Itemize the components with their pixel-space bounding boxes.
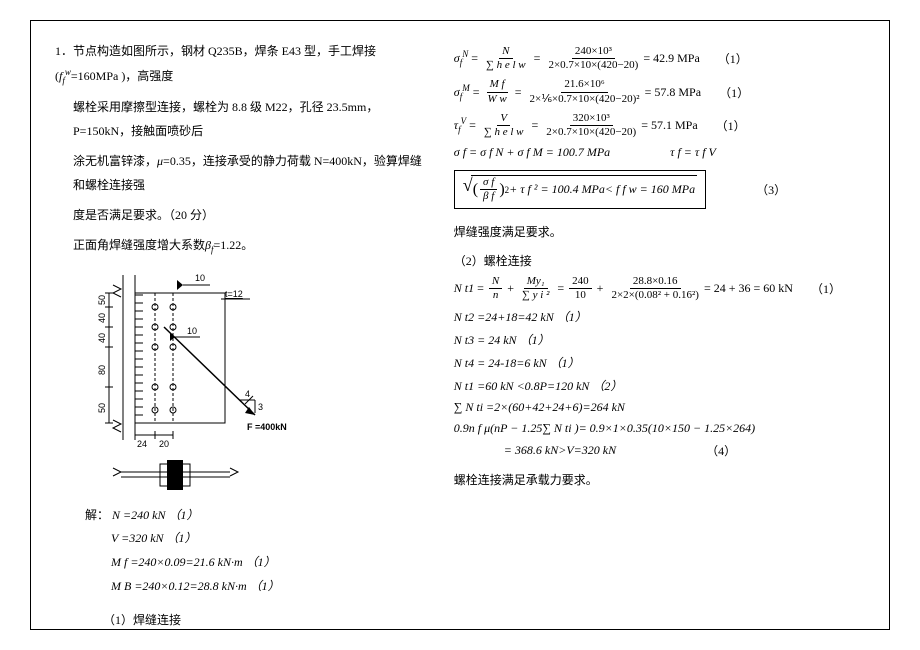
e3-rn: 320×10³ [570,112,613,126]
e2-mn: M f [487,78,508,92]
e7dn: 28.8×0.16 [630,275,681,289]
e3-val: = 57.1 [641,118,672,133]
e3-u: MPa [675,118,698,133]
dim-50-1: 50 [97,295,107,305]
e1-rd: 2×0.7×10×(420−20) [545,59,641,72]
e7dd: 2×2×(0.08² + 0.16²) [608,289,702,302]
eq12: ∑ N ti =2×(60+42+24+6)=264 kN [454,400,865,415]
dim-24: 24 [137,439,147,449]
dim-t12: t=12 [225,289,243,299]
eq1: σfN = N∑ h e l w = 240×10³2×0.7×10×(420−… [454,45,865,72]
dim-80: 80 [97,365,107,375]
eq5: ( σ fβ f )2 + τ f ² = 100.4 MPa< f f w =… [454,170,865,208]
e4b: τ f = τ f V [670,145,716,160]
p3a: 涂无机富锌漆， [73,154,157,168]
e1-md: ∑ h e l w [483,59,529,72]
eq10: N t4 = 24-18=6 kN （1） [454,354,865,371]
e7-lhs: N t1 [454,281,474,296]
dim-10-mid: 10 [187,326,197,336]
eq4: σ f = σ f N + σ f M = 100.7 MPa τ f = τ … [454,145,865,160]
p-line4: 度是否满足要求。（20 分） [55,203,434,227]
e7an: N [489,275,502,289]
e1-tag: （1） [718,50,748,67]
eq3: τfV = V∑ h e l w = 320×10³2×0.7×10×(420−… [454,112,865,139]
eq11: N t1 =60 kN <0.8P=120 kN （2） [454,377,865,394]
e3-tag: （1） [716,117,746,134]
eq7: N t1 = Nn + My₁∑ y i ² = 24010 + 28.8×0.… [454,275,865,302]
left-column: 1．节点构造如图所示，钢材 Q235B，焊条 E43 型，手工焊接(ffw=16… [55,39,444,619]
eq13-tag: （4） [706,442,736,459]
dim-10-top: 10 [195,273,205,283]
e1-u: MPa [677,51,700,66]
eq2: σfM = M fW w = 21.6×10⁶2×⅙×0.7×10×(420−2… [454,78,865,105]
dim-20: 20 [159,439,169,449]
sec2-label: （2）螺栓连接 [454,252,865,269]
e5n: σ f [480,176,497,190]
solve-label: 解： N =240 kN （1） [85,505,434,527]
beta-b: =1.22。 [214,238,254,252]
e2-val: = 57.8 [645,85,676,100]
p-line3: 涂无机富锌漆，μ=0.35，连接承受的静力荷载 N=400kN，验算焊缝和螺栓连… [55,149,434,197]
force-label: F =400kN [247,422,287,432]
dim-40-2: 40 [97,333,107,343]
page-border: 1．节点构造如图所示，钢材 Q235B，焊条 E43 型，手工焊接(ffw=16… [30,20,890,630]
bolt-ok: 螺栓连接满足承载力要求。 [454,471,865,488]
e1-rn: 240×10³ [572,45,615,59]
angle-3: 3 [258,402,263,412]
e7bd: ∑ y i ² [519,289,552,302]
e1-val: = 42.9 [643,51,674,66]
e7-tag: （1） [811,280,841,297]
e7-val: = 24 + 36 = 60 kN [704,281,793,296]
p-line2: 螺栓采用摩擦型连接，螺栓为 8.8 级 M22，孔径 23.5mm，P=150k… [55,95,434,143]
e3-md: ∑ h e l w [481,126,527,139]
e2-u: MPa [678,85,701,100]
dim-40-1: 40 [97,313,107,323]
e4a: σ f = σ f N + σ f M = 100.7 MPa [454,145,610,160]
e5d: β f [480,190,497,203]
e7ad: n [490,289,502,302]
e1-mn: N [499,45,512,59]
beta-a: 正面角焊缝强度增大系数 [73,238,205,252]
e3-mn: V [497,112,510,126]
e7bn: My₁ [524,275,548,289]
MB-line: M B =240×0.12=28.8 kN·m （1） [111,576,434,598]
e2-md: W w [485,93,510,106]
angle-4: 4 [245,389,250,399]
e7cd: 10 [572,289,589,302]
right-column: σfN = N∑ h e l w = 240×10³2×0.7×10×(420−… [444,39,865,619]
V-line: V =320 kN （1） [111,528,434,550]
e3-rd: 2×0.7×10×(420−20) [543,126,639,139]
solve: 解： [85,508,109,522]
e7cn: 240 [569,275,592,289]
sec1-label: （1）焊缝连接 [103,611,434,628]
N-line: N =240 kN （1） [112,508,198,522]
e5-tag: （3） [756,181,786,198]
e2-tag: （1） [719,84,749,101]
e2-rn: 21.6×10⁶ [561,78,607,92]
p-line1b: =160MPa )，高强度 [71,69,173,83]
e5r: + τ f ² = 100.4 MPa< f f w = 160 MPa [509,182,695,197]
eq9: N t3 = 24 kN （1） [454,331,865,348]
weld-ok: 焊缝强度满足要求。 [454,223,865,240]
diagram: 10 t=12 10 4 3 [95,265,434,499]
eq13b: = 368.6 kN>V=320 kN [504,443,616,458]
problem-statement: 1．节点构造如图所示，钢材 Q235B，焊条 E43 型，手工焊接(ffw=16… [55,39,434,89]
problem-number: 1． [55,44,73,58]
beta-line: 正面角焊缝强度增大系数βf=1.22。 [55,233,434,258]
e2-rd: 2×⅙×0.7×10×(420−20)² [527,93,643,106]
eq13b-row: = 368.6 kN>V=320 kN （4） [454,442,865,459]
e2-sup: M [462,83,470,93]
diagram-svg: 10 t=12 10 4 3 [95,265,355,495]
dim-50: 50 [97,403,107,413]
eq8: N t2 =24+18=42 kN （1） [454,308,865,325]
eq13a: 0.9n f μ(nP − 1.25∑ N ti )= 0.9×1×0.35(1… [454,421,865,436]
Mf-line: M f =240×0.09=21.6 kN·m （1） [111,552,434,574]
